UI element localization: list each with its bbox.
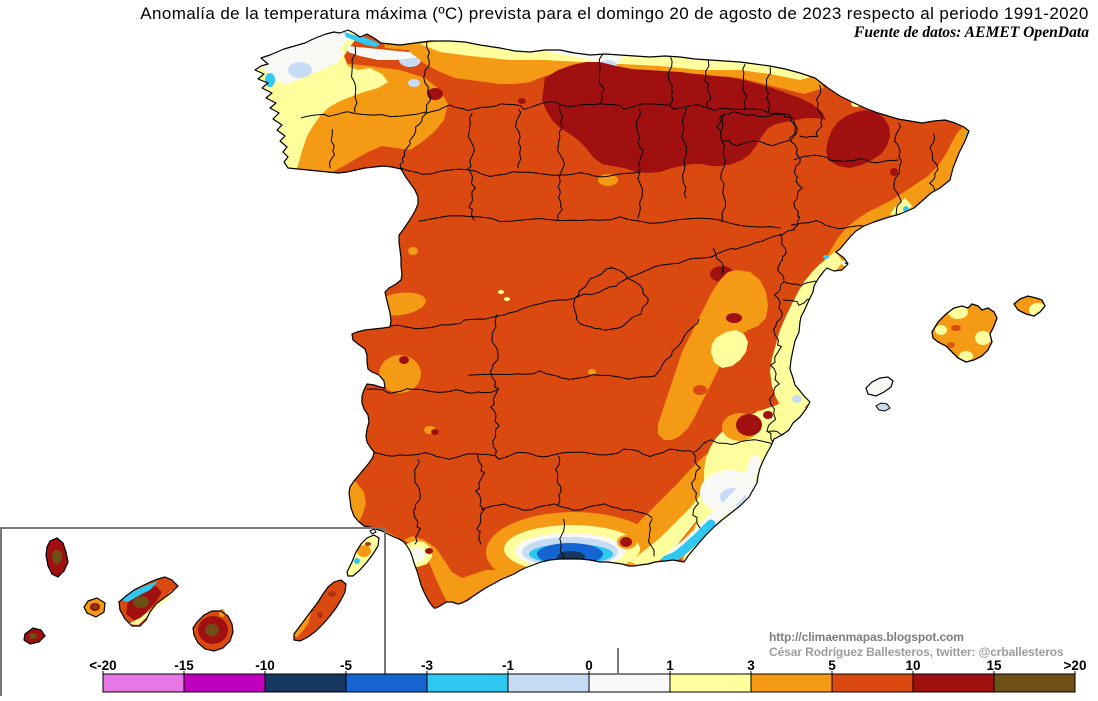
svg-text:3: 3: [747, 658, 755, 673]
svg-text:Fuente de datos: AEMET OpenDat: Fuente de datos: AEMET OpenData: [853, 24, 1089, 41]
svg-text:-15: -15: [174, 658, 194, 673]
svg-text:15: 15: [986, 658, 1002, 673]
svg-text:http://climaenmapas.blogspot.c: http://climaenmapas.blogspot.com: [769, 630, 964, 644]
svg-text:>20: >20: [1064, 658, 1087, 673]
svg-text:-5: -5: [340, 658, 352, 673]
svg-text:Anomalía de la temperatura máx: Anomalía de la temperatura máxima (ºC) p…: [140, 4, 1088, 23]
svg-text:5: 5: [828, 658, 836, 673]
svg-text:César Rodríguez Ballesteros, t: César Rodríguez Ballesteros, twitter: @c…: [769, 645, 1064, 659]
svg-text:-1: -1: [502, 658, 514, 673]
svg-text:10: 10: [905, 658, 920, 673]
svg-text:-3: -3: [421, 658, 433, 673]
svg-text:<-20: <-20: [89, 658, 116, 673]
svg-text:-10: -10: [255, 658, 275, 673]
svg-text:1: 1: [666, 658, 674, 673]
svg-text:0: 0: [585, 658, 593, 673]
